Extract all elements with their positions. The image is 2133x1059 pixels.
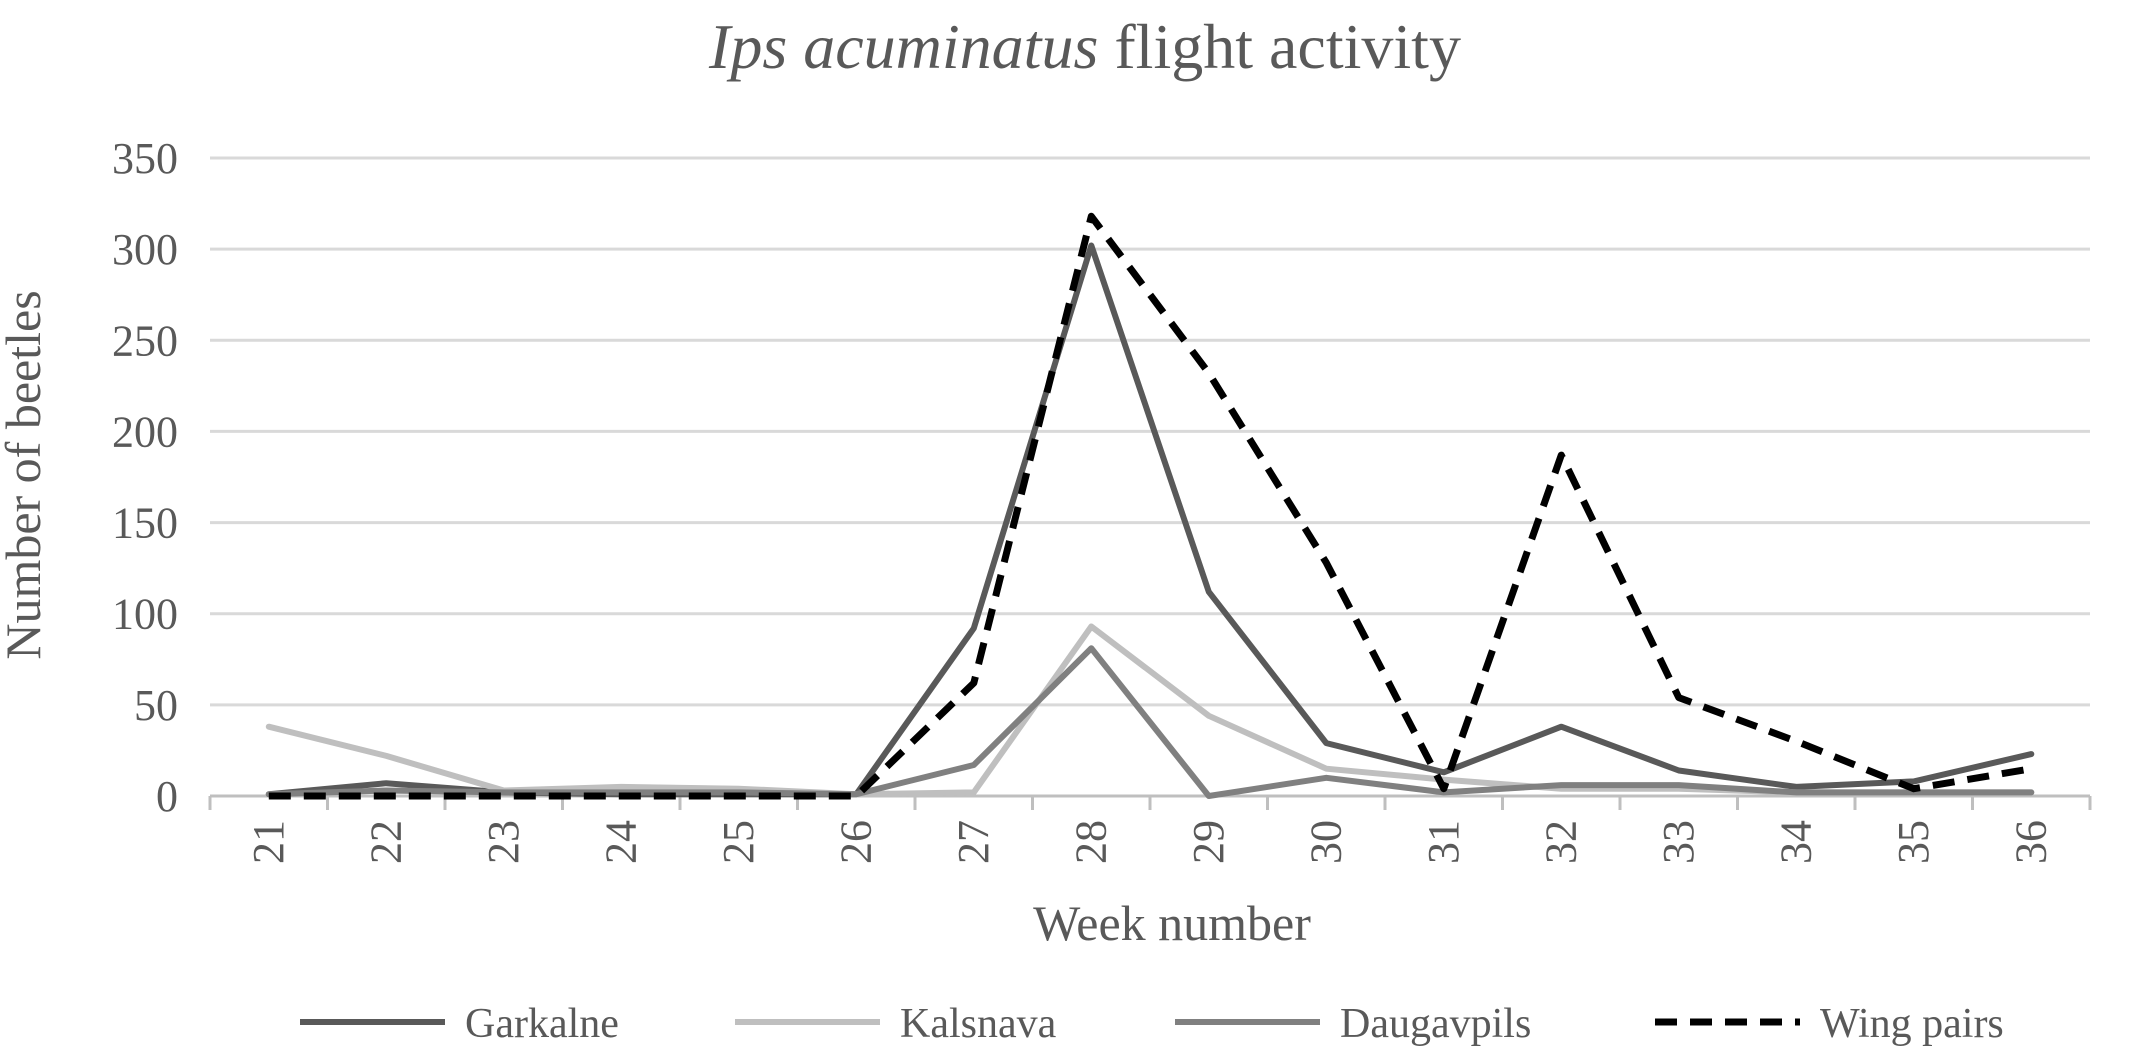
- legend: Garkalne Kalsnava Daugavpils Wing pairs: [300, 1001, 2004, 1047]
- y-axis-title: Number of beetles: [0, 290, 51, 659]
- y-tick-label-200: 200: [112, 407, 178, 456]
- y-tick-label-350: 350: [112, 134, 178, 183]
- x-tick-label-34: 34: [1771, 820, 1820, 864]
- legend-label-daugavpils: Daugavpils: [1340, 1001, 1531, 1047]
- x-tick-label-26: 26: [831, 820, 880, 864]
- series-line-garkalne: [265, 242, 2035, 798]
- series-line-kalsnava: [265, 623, 2035, 798]
- legend-label-kalsnava: Kalsnava: [900, 1001, 1057, 1047]
- series-lines: [265, 212, 2035, 800]
- y-axis-tick-labels: 0 50 100 150 200 250 300 350: [112, 134, 178, 821]
- x-tick-label-29: 29: [1184, 820, 1233, 864]
- legend-label-garkalne: Garkalne: [465, 1001, 619, 1047]
- x-tick-label-30: 30: [1301, 820, 1350, 864]
- chart-title: Ips acuminatus flight activity: [708, 11, 1461, 82]
- y-tick-label-250: 250: [112, 316, 178, 365]
- x-axis-tick-labels: 21 22 23 24 25 26 27 28 29 30 31 32 33 34 35 36: [244, 820, 2056, 864]
- chart-title-italic: Ips acuminatus: [708, 11, 1098, 82]
- gridlines: [210, 156, 2090, 707]
- x-tick-label-22: 22: [361, 820, 410, 864]
- x-tick-label-21: 21: [244, 820, 293, 864]
- x-axis-title: Week number: [1033, 895, 1311, 951]
- x-tick-label-31: 31: [1419, 820, 1468, 864]
- y-tick-label-50: 50: [134, 681, 178, 730]
- x-tick-label-32: 32: [1536, 820, 1585, 864]
- x-tick-label-24: 24: [596, 820, 645, 864]
- x-tick-label-33: 33: [1654, 820, 1703, 864]
- x-tick-label-35: 35: [1889, 820, 1938, 864]
- series-line-wing-pairs: [268, 212, 2032, 800]
- legend-label-wing-pairs: Wing pairs: [1820, 1001, 2004, 1047]
- y-tick-label-100: 100: [112, 590, 178, 639]
- y-tick-label-0: 0: [156, 772, 178, 821]
- y-tick-label-300: 300: [112, 225, 178, 274]
- series-line-daugavpils: [265, 645, 2035, 799]
- x-tick-label-25: 25: [714, 820, 763, 864]
- x-tick-label-36: 36: [2006, 820, 2055, 864]
- x-tick-label-27: 27: [949, 820, 998, 864]
- y-tick-label-150: 150: [112, 499, 178, 548]
- x-tick-label-23: 23: [479, 820, 528, 864]
- chart-title-rest: flight activity: [1098, 11, 1461, 82]
- x-tick-label-28: 28: [1066, 820, 1115, 864]
